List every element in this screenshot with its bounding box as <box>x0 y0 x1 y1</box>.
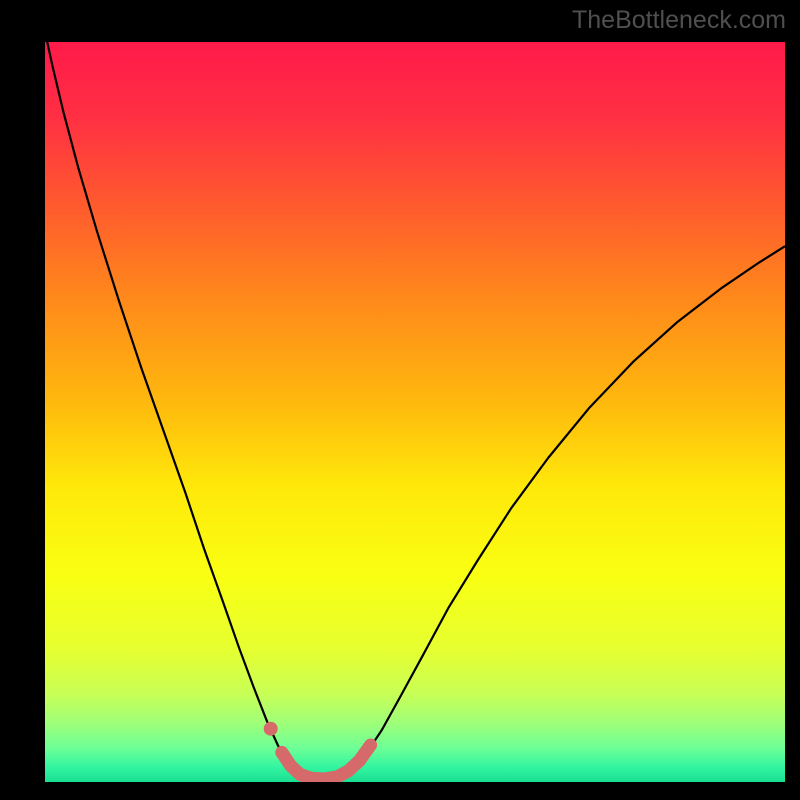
chart-container: TheBottleneck.com <box>0 0 800 800</box>
highlight-dot <box>264 722 278 736</box>
watermark-text: TheBottleneck.com <box>572 6 786 35</box>
bottleneck-chart <box>45 42 785 782</box>
